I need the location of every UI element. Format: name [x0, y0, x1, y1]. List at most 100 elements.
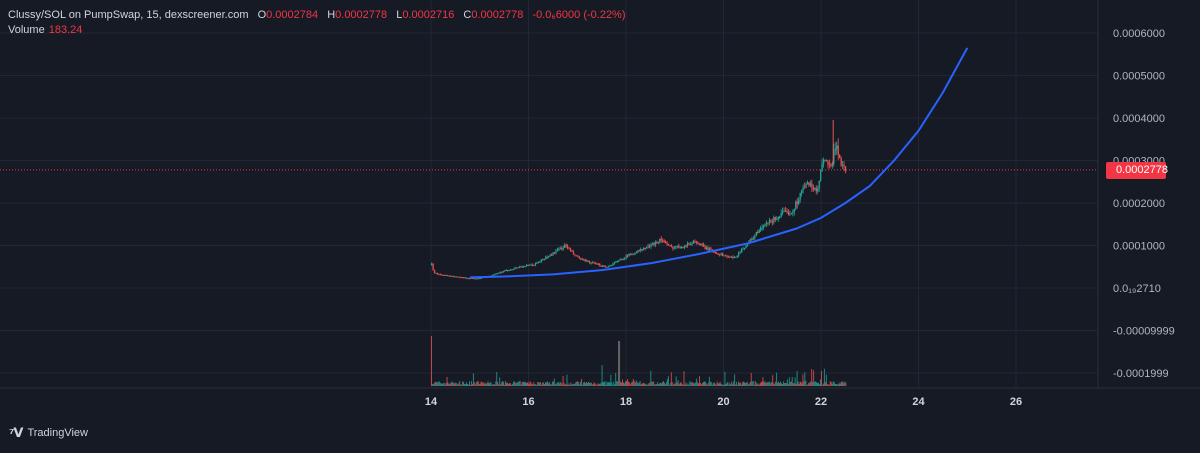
- volume-bar: [620, 381, 622, 386]
- volume-bar: [643, 382, 645, 386]
- candle-body: [571, 250, 573, 252]
- volume-bar: [729, 382, 731, 386]
- candle-body: [553, 252, 556, 254]
- volume-bar: [668, 384, 670, 386]
- candle-body: [834, 149, 836, 151]
- volume-bar: [500, 384, 502, 386]
- volume-bar: [548, 383, 549, 386]
- candle-body: [762, 225, 765, 228]
- candle-body: [575, 255, 578, 257]
- volume-bar: [563, 383, 565, 386]
- candle-body: [498, 272, 500, 274]
- candle-body: [552, 252, 554, 256]
- candle-body: [843, 164, 845, 167]
- volume-bar: [505, 381, 506, 386]
- candle-body: [768, 220, 771, 223]
- volume-bar: [592, 383, 594, 386]
- candle-body: [471, 277, 474, 279]
- volume-bar: [601, 365, 603, 386]
- candle-body: [738, 252, 740, 256]
- volume-bar: [807, 384, 809, 386]
- candle-body: [710, 248, 712, 250]
- volume-bar: [638, 382, 640, 386]
- volume-bar: [553, 378, 555, 386]
- volume-bar: [482, 382, 484, 386]
- volume-bar: [491, 384, 493, 386]
- volume-bar: [493, 384, 495, 386]
- volume-bar: [759, 383, 761, 386]
- volume-bar: [763, 382, 765, 386]
- candle-body: [470, 277, 472, 279]
- volume-bar: [841, 381, 843, 386]
- volume-bar: [698, 383, 700, 386]
- volume-bar: [797, 381, 799, 386]
- volume-bar: [791, 377, 793, 386]
- candle-body: [669, 245, 671, 247]
- volume-bar: [697, 382, 699, 386]
- volume-bar: [603, 382, 605, 386]
- candle-body: [830, 164, 832, 166]
- volume-bar: [721, 384, 723, 386]
- volume-bar: [609, 382, 611, 386]
- candle-body: [777, 217, 779, 220]
- candle-body: [716, 253, 718, 255]
- volume-bar: [495, 381, 497, 386]
- volume-bar: [664, 382, 665, 386]
- candle-body: [587, 260, 589, 262]
- candle-body: [539, 261, 541, 263]
- volume-bar: [473, 382, 475, 386]
- candle-body: [577, 255, 579, 257]
- volume-bar: [460, 384, 462, 386]
- volume-bar: [433, 382, 435, 386]
- volume-bar: [798, 384, 800, 386]
- volume-bar: [745, 382, 747, 386]
- candle-body: [512, 268, 515, 270]
- current-price-tag: 0.0002778: [1106, 162, 1168, 179]
- candle-body: [558, 248, 560, 250]
- candle-body: [524, 266, 526, 268]
- volume-bar: [455, 382, 457, 386]
- open-value: 0.0002784: [266, 9, 319, 21]
- volume-bar: [834, 383, 836, 386]
- volume-bar: [636, 382, 638, 386]
- close-value: 0.0002778: [471, 9, 524, 21]
- candle-body: [691, 243, 693, 245]
- candle-body: [640, 249, 642, 251]
- volume-bar: [642, 383, 644, 386]
- volume-bar: [504, 384, 506, 386]
- volume-bar: [719, 381, 721, 386]
- volume-bar: [832, 381, 834, 386]
- candle-body: [787, 211, 790, 215]
- volume-bar: [440, 383, 442, 386]
- volume-bar: [649, 382, 651, 386]
- volume-bar: [490, 381, 492, 386]
- candle-body: [719, 254, 721, 256]
- tradingview-brand[interactable]: ⁷𝗩 TradingView: [9, 425, 88, 441]
- volume-bar: [799, 381, 801, 386]
- volume-bar: [487, 381, 489, 386]
- x-tick-label: 16: [522, 396, 534, 408]
- candle-body: [479, 278, 481, 280]
- volume-bar: [507, 382, 508, 386]
- candle-body: [499, 272, 502, 274]
- candle-body: [504, 270, 506, 272]
- volume-bar: [596, 384, 598, 386]
- candle-body: [431, 263, 433, 265]
- candle-body: [812, 187, 815, 190]
- volume-bar: [794, 377, 796, 386]
- candle-body: [619, 259, 621, 261]
- candle-body: [650, 244, 652, 247]
- candle-body: [764, 223, 766, 226]
- symbol-label[interactable]: Clussy/SOL on PumpSwap, 15, dexscreener.…: [8, 9, 249, 21]
- volume-bar: [716, 381, 718, 386]
- candle-body: [436, 272, 439, 275]
- volume-bar: [836, 384, 838, 386]
- volume-bar: [616, 381, 618, 386]
- candle-body: [844, 166, 847, 172]
- volume-bar: [708, 376, 710, 386]
- candle-body: [616, 260, 619, 262]
- candle-body: [578, 256, 581, 259]
- trend-curve[interactable]: [469, 47, 969, 279]
